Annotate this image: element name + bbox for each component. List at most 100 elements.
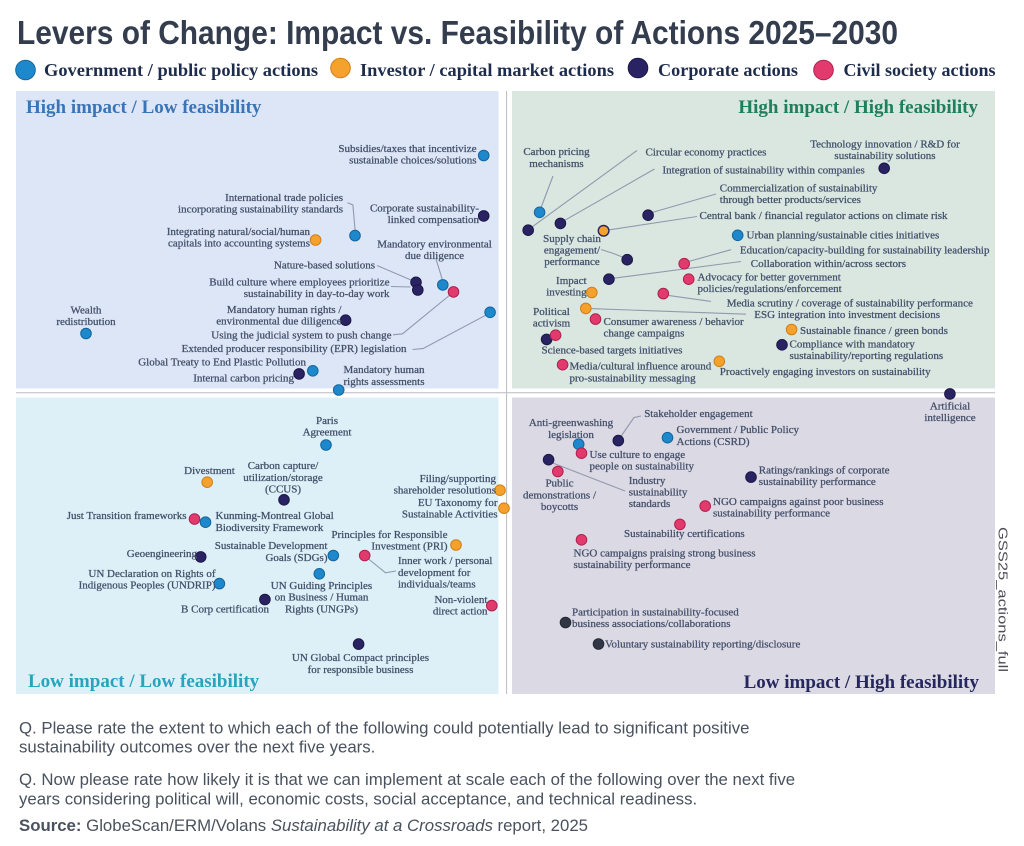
svg-text:Artificial: Artificial bbox=[930, 401, 970, 413]
svg-text:NGO campaigns against poor bus: NGO campaigns against poor business bbox=[713, 496, 883, 508]
svg-text:Mandatory human: Mandatory human bbox=[344, 364, 425, 376]
svg-text:Rights (UNGPs): Rights (UNGPs) bbox=[285, 603, 358, 615]
svg-text:standards: standards bbox=[629, 498, 671, 510]
svg-text:Participation in sustainabilit: Participation in sustainability-focused bbox=[572, 607, 739, 619]
svg-text:Carbon pricing: Carbon pricing bbox=[523, 146, 590, 158]
svg-text:Levers of Change: Impact vs. F: Levers of Change: Impact vs. Feasibility… bbox=[17, 14, 898, 51]
svg-text:Non-violent: Non-violent bbox=[434, 594, 487, 606]
svg-text:sustainability performance: sustainability performance bbox=[713, 508, 830, 520]
svg-text:Industry: Industry bbox=[629, 475, 666, 487]
svg-text:sustainability/reporting regul: sustainability/reporting regulations bbox=[790, 350, 944, 362]
svg-text:for responsible business: for responsible business bbox=[308, 664, 414, 676]
svg-text:Supply chain: Supply chain bbox=[543, 233, 601, 245]
svg-text:Just Transition frameworks: Just Transition frameworks bbox=[67, 510, 187, 522]
svg-text:policies/regulations/enforceme: policies/regulations/enforcement bbox=[698, 283, 842, 295]
svg-text:through better products/servic: through better products/services bbox=[720, 194, 861, 206]
svg-text:boycotts: boycotts bbox=[541, 501, 578, 513]
svg-text:performance: performance bbox=[544, 256, 600, 268]
svg-text:Biodiversity Framework: Biodiversity Framework bbox=[216, 522, 324, 534]
svg-text:Political: Political bbox=[533, 306, 570, 318]
svg-text:Global Treaty to End Plastic P: Global Treaty to End Plastic Pollution bbox=[138, 356, 306, 368]
svg-text:mechanisms: mechanisms bbox=[529, 158, 583, 170]
svg-text:Mandatory human rights /: Mandatory human rights / bbox=[227, 304, 343, 316]
svg-text:Consumer awareness / behavior: Consumer awareness / behavior bbox=[604, 316, 745, 328]
svg-text:Inner work / personal: Inner work / personal bbox=[398, 555, 492, 567]
svg-text:Subsidies/taxes that incentivi: Subsidies/taxes that incentivize bbox=[338, 143, 476, 155]
svg-text:activism: activism bbox=[533, 318, 571, 330]
svg-text:sustainability solutions: sustainability solutions bbox=[834, 150, 935, 162]
svg-text:Impact: Impact bbox=[556, 275, 587, 287]
svg-text:intelligence: intelligence bbox=[924, 412, 975, 424]
svg-text:Integrating natural/social/hum: Integrating natural/social/human bbox=[167, 226, 311, 238]
svg-text:Education/capacity-building fo: Education/capacity-building for sustaina… bbox=[740, 245, 990, 257]
svg-text:redistribution: redistribution bbox=[56, 316, 116, 328]
svg-text:sustainability in day-to-day w: sustainability in day-to-day work bbox=[244, 288, 390, 300]
svg-text:Sustainable Development: Sustainable Development bbox=[215, 540, 328, 552]
svg-text:Low impact / High feasibility: Low impact / High feasibility bbox=[744, 672, 980, 693]
svg-text:Science-based targets initiati: Science-based targets initiatives bbox=[542, 345, 683, 357]
svg-text:GSS25_actions_full: GSS25_actions_full bbox=[996, 527, 1011, 672]
svg-text:Technology innovation / R&D fo: Technology innovation / R&D for bbox=[810, 138, 960, 150]
svg-text:Q. Please rate the extent to w: Q. Please rate the extent to which each … bbox=[19, 719, 749, 738]
svg-text:legislation: legislation bbox=[548, 429, 594, 441]
svg-text:Integration of sustainability: Integration of sustainability within com… bbox=[663, 165, 865, 177]
svg-text:EU Taxonomy for: EU Taxonomy for bbox=[418, 497, 498, 509]
svg-text:Stakeholder engagement: Stakeholder engagement bbox=[644, 408, 752, 420]
svg-text:International trade policies: International trade policies bbox=[225, 192, 343, 204]
svg-text:due diligence: due diligence bbox=[405, 250, 464, 262]
svg-text:Use culture to engage: Use culture to engage bbox=[590, 449, 686, 461]
svg-text:Goals (SDGs): Goals (SDGs) bbox=[265, 552, 327, 564]
svg-text:sustainable choices/solutions: sustainable choices/solutions bbox=[349, 155, 476, 167]
svg-text:pro-sustainability messaging: pro-sustainability messaging bbox=[570, 372, 697, 384]
svg-text:Carbon capture/: Carbon capture/ bbox=[248, 460, 319, 472]
svg-text:Q. Now please rate how likely: Q. Now please rate how likely it is that… bbox=[19, 770, 795, 789]
svg-text:engagement/: engagement/ bbox=[544, 245, 601, 257]
svg-text:Indigenous Peoples (UNDRIP): Indigenous Peoples (UNDRIP) bbox=[79, 580, 216, 592]
svg-text:Commercialization of sustainab: Commercialization of sustainability bbox=[720, 182, 878, 194]
svg-text:Filing/supporting: Filing/supporting bbox=[420, 473, 497, 485]
svg-text:Principles for Responsible: Principles for Responsible bbox=[331, 529, 447, 541]
svg-text:shareholder resolutions: shareholder resolutions bbox=[394, 485, 496, 497]
svg-text:Proactively engaging investors: Proactively engaging investors on sustai… bbox=[720, 366, 931, 378]
svg-text:Internal carbon pricing: Internal carbon pricing bbox=[193, 373, 294, 385]
svg-text:Government / Public Policy: Government / Public Policy bbox=[677, 424, 800, 436]
svg-text:sustainability: sustainability bbox=[629, 487, 688, 499]
svg-text:on Business / Human: on Business / Human bbox=[275, 592, 369, 604]
svg-text:Compliance with mandatory: Compliance with mandatory bbox=[790, 339, 916, 351]
svg-text:sustainability outcomes over t: sustainability outcomes over the next fi… bbox=[19, 738, 375, 757]
svg-text:direct action: direct action bbox=[433, 606, 488, 618]
svg-text:(CCUS): (CCUS) bbox=[265, 484, 301, 496]
svg-text:Public: Public bbox=[545, 478, 573, 490]
svg-text:Build culture where employees: Build culture where employees prioritize bbox=[209, 276, 389, 288]
svg-text:High impact / Low feasibility: High impact / Low feasibility bbox=[26, 97, 262, 118]
svg-text:Central bank / financial regul: Central bank / financial regulator actio… bbox=[700, 210, 949, 222]
svg-text:sustainability performance: sustainability performance bbox=[574, 559, 691, 571]
svg-text:Sustainability certifications: Sustainability certifications bbox=[624, 528, 745, 540]
svg-text:Geoengineering: Geoengineering bbox=[127, 548, 198, 560]
svg-text:Investor / capital market acti: Investor / capital market actions bbox=[360, 60, 614, 80]
svg-text:Investment (PRI): Investment (PRI) bbox=[371, 541, 447, 553]
svg-text:capitals into accounting syste: capitals into accounting systems bbox=[168, 238, 310, 250]
svg-text:Sustainable finance / green bo: Sustainable finance / green bonds bbox=[800, 325, 948, 337]
svg-text:Low impact / Low feasibility: Low impact / Low feasibility bbox=[28, 671, 260, 692]
svg-text:Using the judicial system to p: Using the judicial system to push change bbox=[211, 330, 391, 342]
svg-text:utilization/storage: utilization/storage bbox=[243, 472, 323, 484]
svg-text:Anti-greenwashing: Anti-greenwashing bbox=[529, 417, 614, 429]
svg-text:Actions (CSRD): Actions (CSRD) bbox=[677, 436, 750, 448]
svg-text:environmental due diligence: environmental due diligence bbox=[216, 316, 341, 328]
svg-text:investing: investing bbox=[546, 287, 587, 299]
svg-text:NGO campaigns praising strong: NGO campaigns praising strong business bbox=[574, 548, 756, 560]
svg-text:Extended producer responsibili: Extended producer responsibility (EPR) l… bbox=[182, 343, 407, 355]
svg-text:years considering political wi: years considering political will, econom… bbox=[19, 789, 697, 808]
svg-text:development for: development for bbox=[398, 567, 471, 579]
svg-text:rights assessments: rights assessments bbox=[344, 376, 425, 388]
svg-text:linked compensation: linked compensation bbox=[388, 214, 480, 226]
svg-text:Kunming-Montreal Global: Kunming-Montreal Global bbox=[216, 510, 334, 522]
svg-text:Corporate sustainability-: Corporate sustainability- bbox=[370, 203, 479, 215]
svg-text:Media scrutiny / coverage of s: Media scrutiny / coverage of sustainabil… bbox=[727, 297, 973, 309]
svg-text:Nature-based solutions: Nature-based solutions bbox=[274, 260, 375, 272]
svg-text:Voluntary sustainability repor: Voluntary sustainability reporting/discl… bbox=[605, 639, 800, 651]
svg-text:Government / public policy act: Government / public policy actions bbox=[44, 60, 318, 80]
svg-text:Wealth: Wealth bbox=[71, 305, 102, 317]
svg-text:sustainability performance: sustainability performance bbox=[759, 476, 876, 488]
